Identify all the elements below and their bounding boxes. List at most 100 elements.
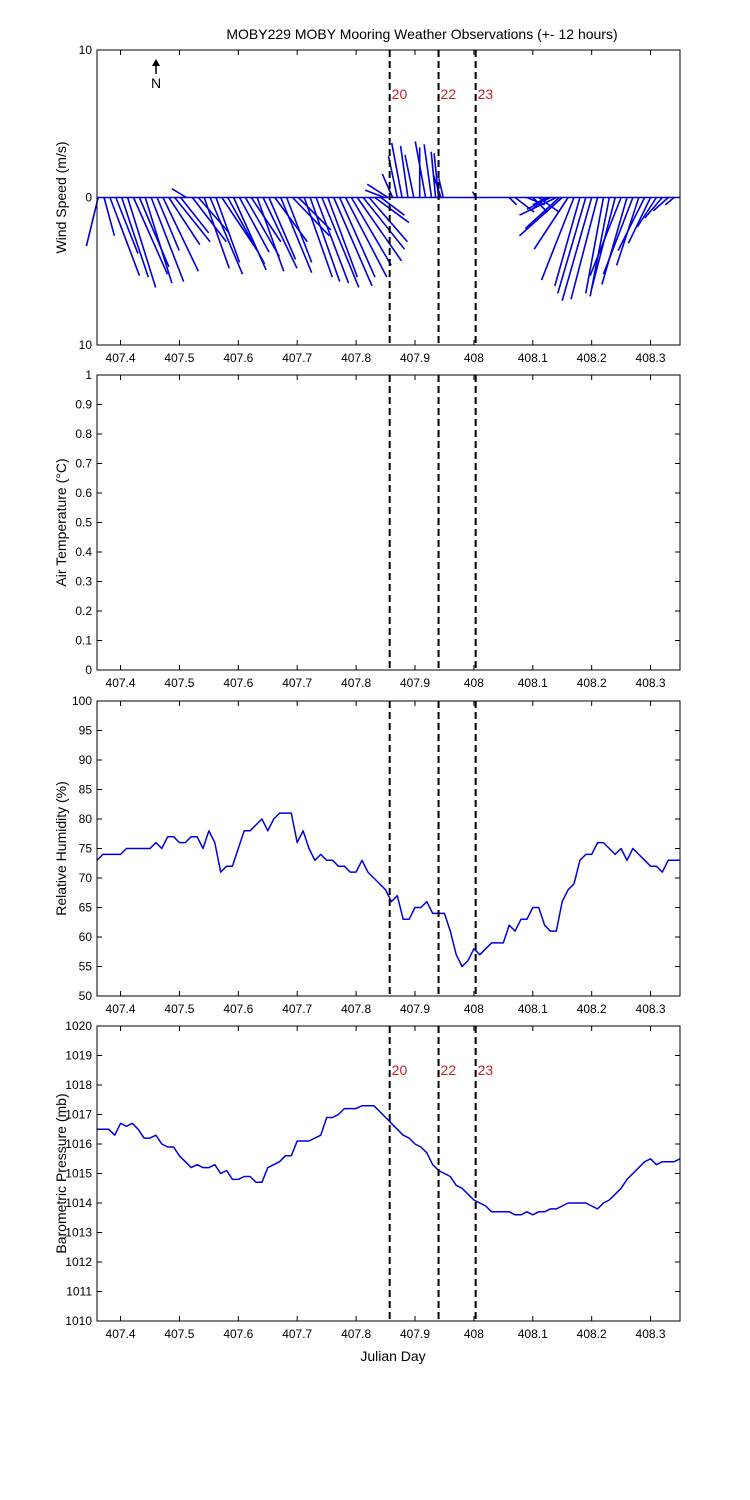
x-tick-label: 407.5 <box>164 1327 194 1341</box>
y-tick-label: 1015 <box>65 1167 92 1181</box>
y-axis-label: Relative Humidity (%) <box>53 781 69 916</box>
wind-vector <box>532 196 548 206</box>
barometric-pressure-panel: 407.4 407.5 407.6 407.7 407.8 407.9 408 408.1 40… <box>53 1019 681 1341</box>
x-tick-label: 407.4 <box>106 1327 136 1341</box>
x-tick-label: 408.1 <box>518 351 548 365</box>
y-tick-label: 1017 <box>65 1108 92 1122</box>
y-tick-label: 1020 <box>65 1019 92 1033</box>
plot-frame <box>96 374 681 671</box>
wind-vector <box>561 197 593 301</box>
y-tick-label: 0.5 <box>75 516 92 530</box>
x-tick-label: 407.9 <box>400 1002 430 1016</box>
y-tick-label: 1019 <box>65 1049 92 1063</box>
x-tick-label: 408 <box>464 1002 484 1016</box>
x-tick-label: 408 <box>464 351 484 365</box>
y-tick-label: 1012 <box>65 1255 92 1269</box>
x-tick-label: 408.2 <box>577 1327 607 1341</box>
wind-vector <box>150 197 185 282</box>
wind-vector <box>570 197 599 300</box>
wind-vector <box>423 144 433 198</box>
wind-vector <box>327 197 359 278</box>
wind-vector <box>350 197 392 266</box>
wind-vector <box>238 197 270 253</box>
wind-vector <box>120 197 150 278</box>
wind-vector <box>368 196 409 243</box>
x-tick-label: 407.9 <box>400 1327 430 1341</box>
wind-vector <box>85 197 99 247</box>
x-tick-label: 407.5 <box>164 1002 194 1016</box>
wind-vector <box>209 197 244 275</box>
wind-vector <box>168 197 201 246</box>
x-tick-label: 407.8 <box>341 1327 371 1341</box>
wind-vector <box>362 197 406 250</box>
wind-vector <box>179 197 210 234</box>
x-tick-label: 408.3 <box>636 676 666 690</box>
data-line <box>96 812 680 968</box>
wind-vector <box>144 197 173 284</box>
x-axis-label: Julian Day <box>360 1348 425 1364</box>
y-tick-label: 50 <box>79 989 93 1003</box>
wind-vector <box>103 197 116 237</box>
wind-vector <box>268 197 297 260</box>
x-tick-label: 407.7 <box>282 1327 312 1341</box>
wind-vector <box>399 145 409 198</box>
wind-vector <box>338 197 376 278</box>
wind-vector <box>279 197 313 274</box>
x-tick-label: 407.4 <box>106 351 136 365</box>
x-tick-label: 408.1 <box>518 1327 548 1341</box>
wind-vector <box>432 175 442 198</box>
wind-vector <box>589 197 622 276</box>
y-tick-label: 0.1 <box>75 634 92 648</box>
y-tick-label: 1016 <box>65 1137 92 1151</box>
plot-frame <box>96 1025 681 1322</box>
wind-vector <box>162 197 200 272</box>
wind-vector <box>526 196 551 211</box>
wind-vector <box>115 197 139 254</box>
y-tick-label: 0.3 <box>75 575 92 589</box>
wind-vector <box>364 189 385 199</box>
wind-vector <box>602 197 634 275</box>
figure-title: MOBY229 MOBY Mooring Weather Observation… <box>226 26 617 42</box>
y-tick-label: 75 <box>79 842 93 856</box>
wind-vector <box>627 197 652 244</box>
y-tick-label: 0.8 <box>75 427 92 441</box>
wind-vector <box>197 196 230 234</box>
wind-vector <box>221 197 258 252</box>
wind-vector <box>644 196 663 219</box>
y-axis-label: Barometric Pressure (mb) <box>53 1093 69 1253</box>
wind-vector <box>524 196 560 230</box>
wind-vector <box>438 178 445 198</box>
x-tick-label: 408.1 <box>518 676 548 690</box>
wind-vector <box>540 197 575 281</box>
y-tick-label: 0.9 <box>75 398 92 412</box>
event-marker-label: 20 <box>392 86 408 102</box>
wind-vector <box>309 197 341 282</box>
wind-vector <box>518 196 563 237</box>
wind-vector <box>414 141 427 198</box>
wind-vector <box>321 197 360 288</box>
wind-vector <box>374 196 410 224</box>
y-tick-label: 1014 <box>65 1196 92 1210</box>
y-tick-label: 60 <box>79 930 93 944</box>
wind-vector <box>508 196 518 206</box>
y-axis-label: Wind Speed (m/s) <box>53 141 69 253</box>
wind-vector <box>171 187 187 199</box>
x-tick-label: 407.6 <box>223 351 253 365</box>
y-tick-label: 90 <box>79 753 93 767</box>
x-tick-label: 407.7 <box>282 1002 312 1016</box>
wind-vector <box>533 197 569 250</box>
x-tick-label: 407.7 <box>282 676 312 690</box>
wind-vector <box>256 197 285 272</box>
wind-vector <box>556 197 587 294</box>
x-tick-label: 408.2 <box>577 351 607 365</box>
y-tick-label: 0 <box>85 663 92 677</box>
x-tick-label: 408.1 <box>518 1002 548 1016</box>
x-tick-label: 407.8 <box>341 1002 371 1016</box>
wind-vector <box>262 197 298 269</box>
y-tick-label: 0.6 <box>75 486 92 500</box>
y-tick-label: 55 <box>79 960 93 974</box>
wind-vector <box>636 197 658 228</box>
wind-vector <box>356 197 403 262</box>
wind-vector <box>203 197 231 269</box>
